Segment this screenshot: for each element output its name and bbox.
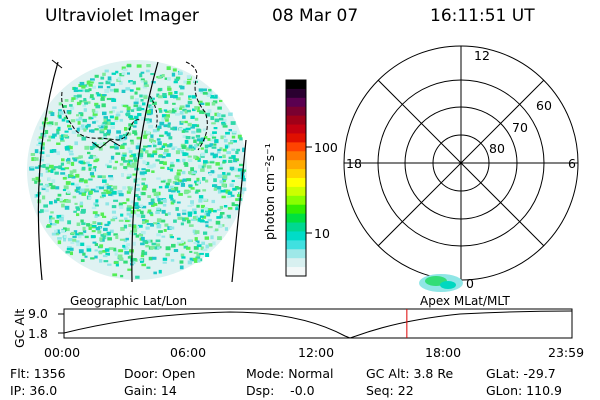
date-label: 08 Mar 07 (272, 6, 359, 26)
polar-lat-60: 60 (536, 98, 552, 113)
altitude-ylabel: GC Alt (12, 308, 27, 348)
polar-label-18: 18 (346, 156, 362, 171)
polar-label-0: 0 (466, 276, 474, 291)
polar-label-12: 12 (474, 48, 490, 63)
status-seq: Seq: 22 (366, 383, 414, 398)
status-glon: GLon: 110.9 (486, 383, 562, 398)
status-mode: Mode: Normal (246, 366, 334, 381)
apex-title: Apex MLat/MLT (420, 294, 510, 308)
xtick-1800: 18:00 (425, 345, 462, 360)
uv-earth-image (27, 59, 247, 283)
altitude-ytick-9: 9.0 (28, 306, 48, 321)
colorbar-unit-label: photon cm⁻²s⁻¹ (262, 143, 277, 240)
time-label: 16:11:51 UT (430, 6, 535, 26)
xtick-2359: 23:59 (548, 345, 585, 360)
altitude-plot (58, 308, 573, 339)
status-gain: Gain: 14 (124, 383, 177, 398)
status-flt: Flt: 1356 (10, 366, 66, 381)
xtick-0600: 06:00 (170, 345, 207, 360)
geographic-title: Geographic Lat/Lon (70, 294, 188, 308)
status-ip: IP: 36.0 (10, 383, 58, 398)
status-glat: GLat: -29.7 (486, 366, 556, 381)
xtick-0000: 00:00 (44, 345, 81, 360)
polar-aurora-blob (419, 274, 463, 292)
colorbar-tick-10: 10 (314, 226, 330, 241)
status-door: Door: Open (124, 366, 196, 381)
intensity-colorbar (285, 79, 312, 277)
instrument-title: Ultraviolet Imager (45, 6, 199, 26)
altitude-ytick-1: 1.8 (28, 326, 48, 341)
polar-lat-70: 70 (512, 120, 528, 135)
polar-label-6: 6 (568, 156, 576, 171)
polar-lat-80: 80 (489, 141, 505, 156)
status-gc-alt: GC Alt: 3.8 Re (366, 366, 454, 381)
xtick-1200: 12:00 (298, 345, 335, 360)
polar-mlt-plot (343, 45, 579, 281)
colorbar-tick-100: 100 (314, 140, 338, 155)
status-dsp: Dsp: -0.0 (246, 383, 315, 398)
